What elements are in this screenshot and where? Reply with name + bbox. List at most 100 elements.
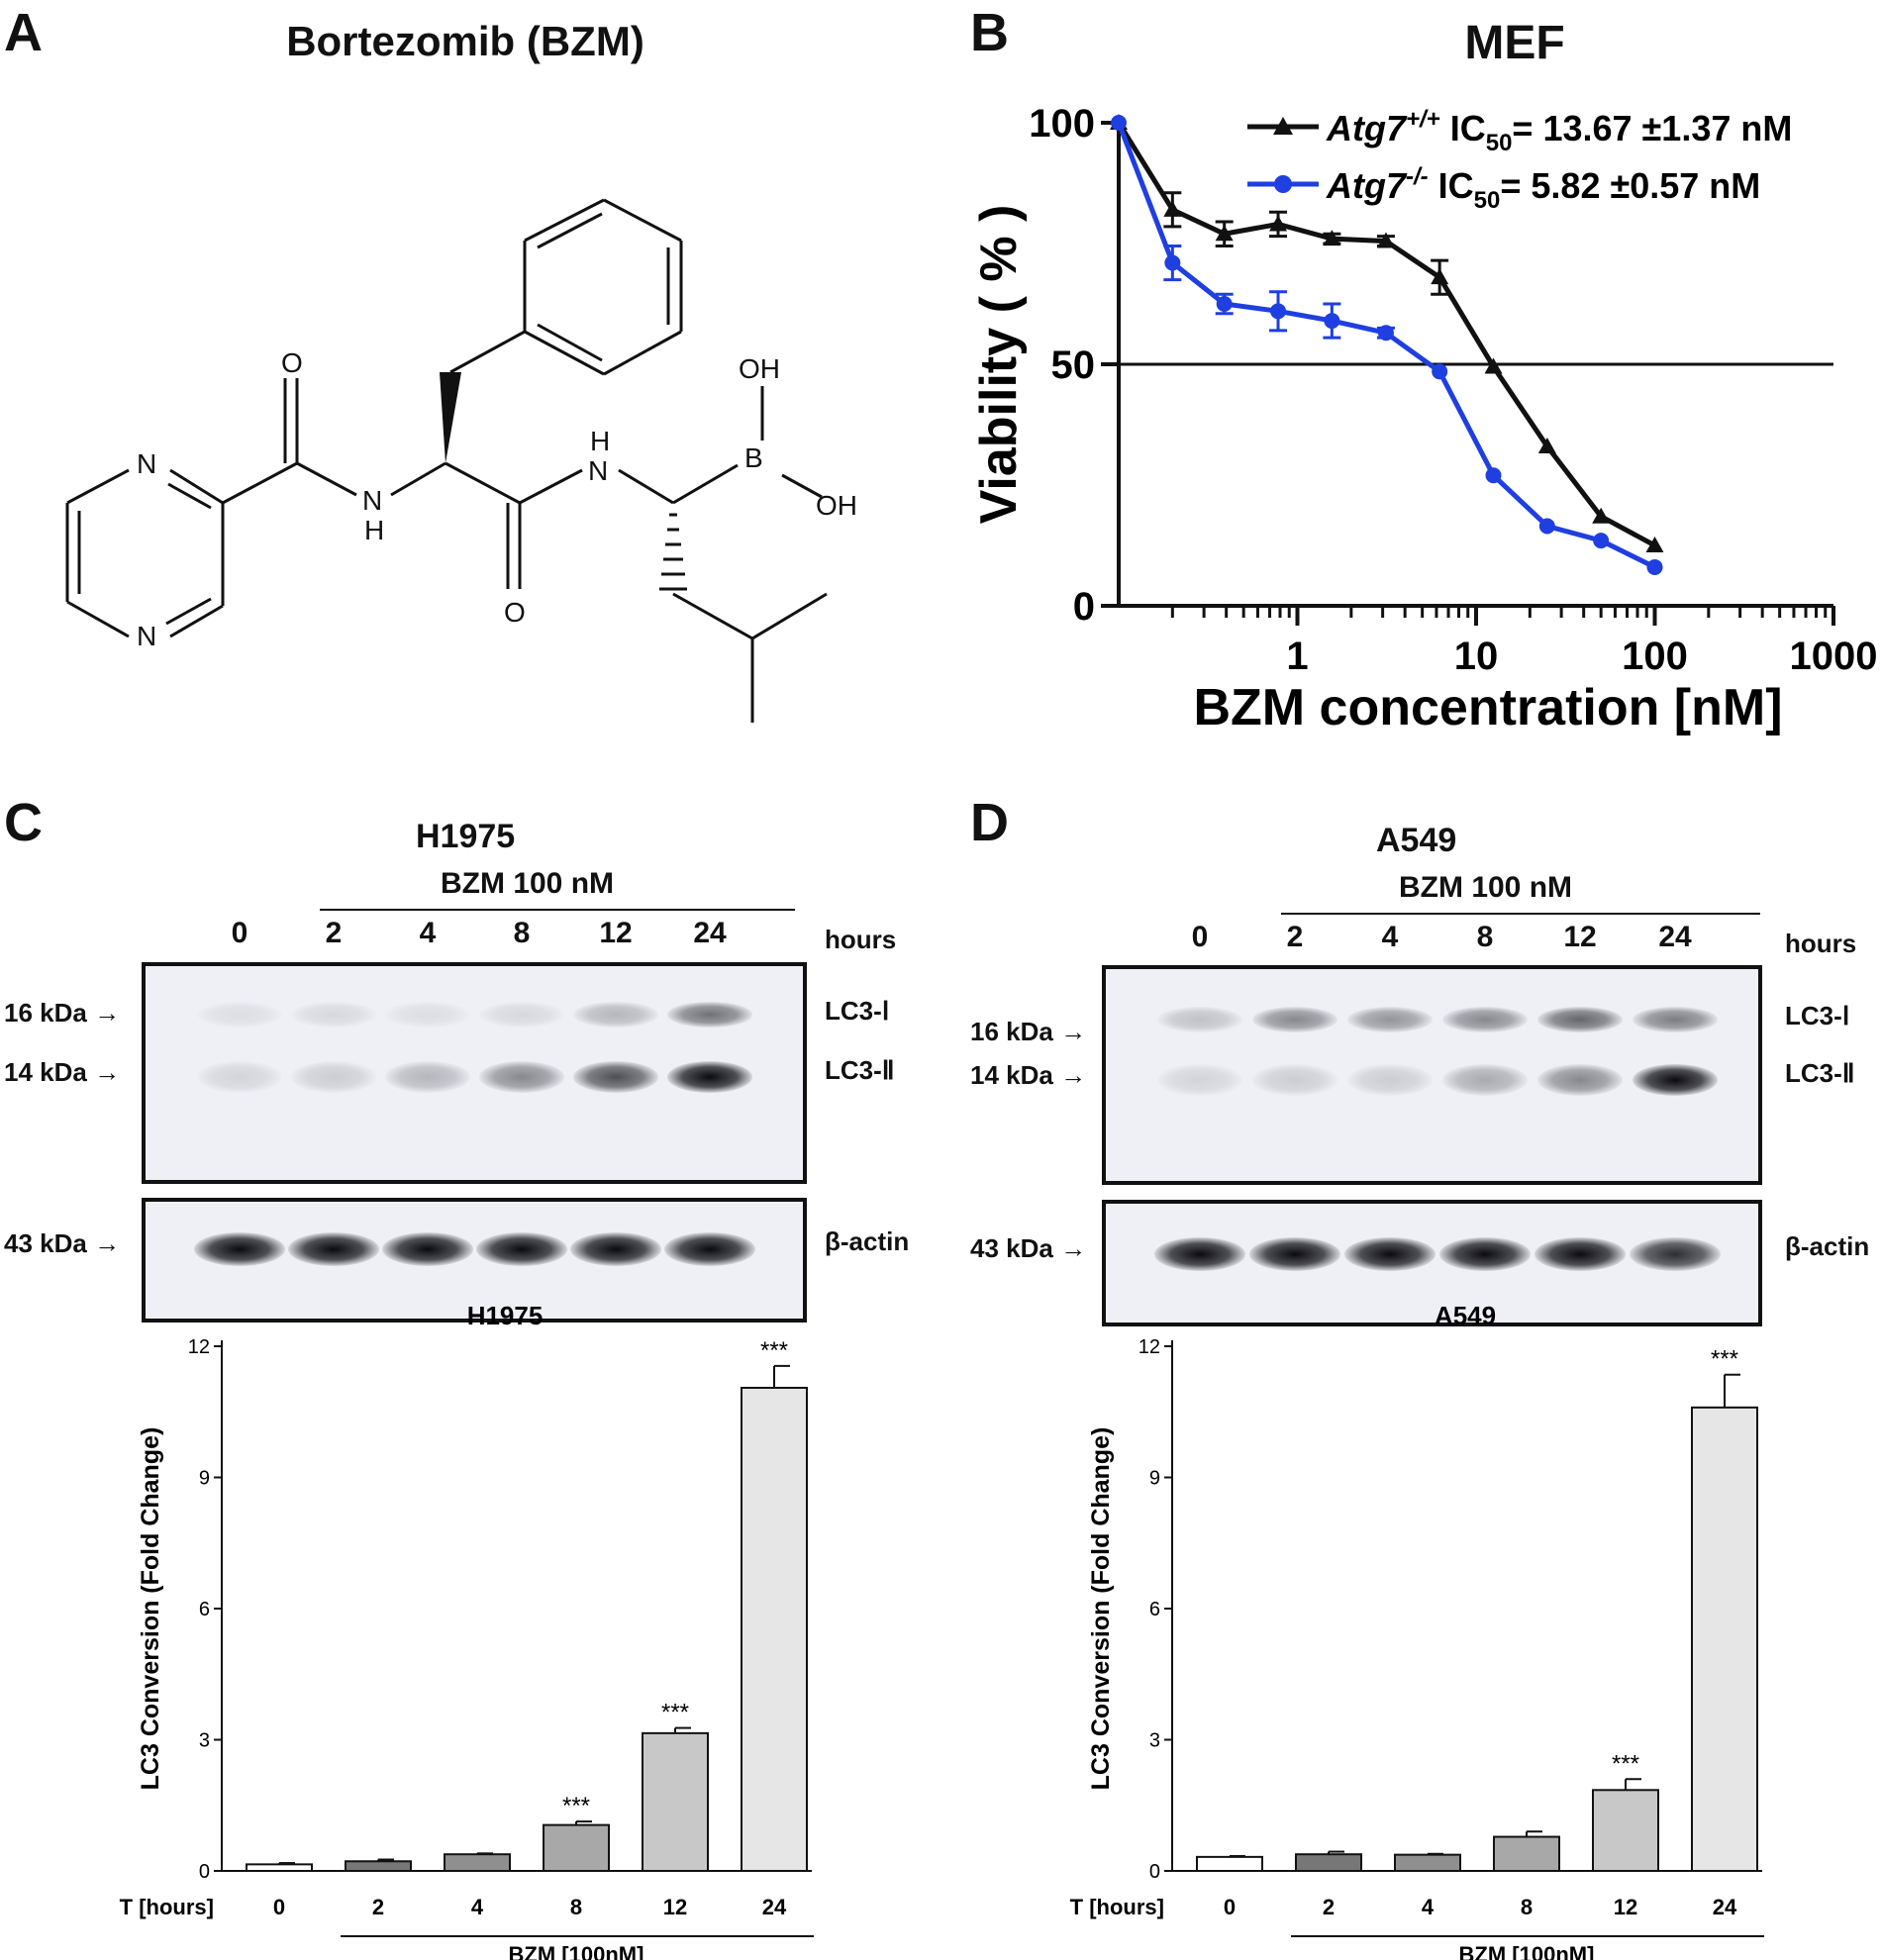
band-label: LC3-Ⅰ (825, 996, 890, 1026)
x-tick-label: 12 (663, 1895, 687, 1919)
bar (444, 1853, 511, 1873)
atom-o1: O (281, 347, 303, 378)
data-point-triangle (1269, 215, 1288, 232)
panel-c-letter: C (4, 793, 43, 852)
lane-label: 0 (231, 917, 248, 949)
atom-n1: N (137, 448, 156, 479)
y-axis-label: Viability ( % ) (970, 205, 1028, 525)
lc3-i-band (1252, 1007, 1337, 1032)
legend-label: Atg7+/+ IC50= 13.67 ±1.37 nM (1326, 106, 1792, 156)
y-tick-label: 3 (1149, 1730, 1160, 1752)
lc3-i-band (1442, 1007, 1528, 1032)
data-point-triangle (1376, 232, 1395, 248)
significance-mark: *** (1612, 1750, 1639, 1777)
lc3-i-band (291, 1002, 376, 1028)
beta-actin-band (1534, 1237, 1626, 1271)
data-point-circle (1377, 325, 1394, 342)
band-label: β-actin (1785, 1231, 1870, 1261)
western-blot-a549: A549 BZM 100 nM 0 2 4 8 12 24 hours 16 kDa → 14 kD… (950, 812, 1881, 1326)
legend-marker (1273, 117, 1293, 135)
x-tick-label: 12 (1614, 1895, 1637, 1919)
x-tick-label: 2 (372, 1895, 384, 1919)
beta-actin-band (1630, 1237, 1721, 1271)
x-tick-label: 8 (570, 1895, 582, 1919)
lc3-i-band (385, 1002, 470, 1028)
lc3-ii-band (479, 1061, 564, 1093)
band-label: LC3-Ⅱ (825, 1055, 895, 1085)
atom-o2: O (504, 597, 526, 628)
panel-b-letter: B (970, 3, 1009, 62)
data-point-triangle (1645, 537, 1664, 552)
lc3-i-band (1633, 1007, 1718, 1032)
lc3-ii-band (667, 1061, 752, 1093)
kda-marker-label: 14 kDa → (970, 1060, 1087, 1090)
x-tick-label: 10 (1454, 635, 1499, 678)
x-tick-label: 1000 (1790, 635, 1878, 678)
y-axis-label: LC3 Conversion (Fold Change) (137, 1427, 164, 1791)
atom-nh1-n: N (362, 485, 382, 516)
lc3-ii-band (385, 1061, 470, 1093)
panel-a-title: Bortezomib (BZM) (286, 18, 644, 64)
western-blot-h1975: H1975 BZM 100 nM 0 2 4 8 12 24 hours 16 kDa → 14 k… (0, 812, 931, 1323)
data-point-circle (1164, 254, 1181, 271)
x-axis-label: T [hours] (1070, 1895, 1164, 1919)
bar (642, 1731, 709, 1872)
bar (1394, 1853, 1461, 1872)
lc3-ii-band (197, 1061, 282, 1093)
beta-actin-band (288, 1232, 379, 1266)
data-point-circle (1538, 518, 1555, 535)
lane-label: 2 (1286, 921, 1304, 953)
bar (246, 1863, 313, 1872)
x-tick-label: 1 (1286, 635, 1308, 678)
beta-actin-band (570, 1232, 661, 1266)
data-point-triangle (1537, 437, 1556, 453)
x-tick-label: 2 (1323, 1895, 1335, 1919)
band-label: LC3-Ⅱ (1785, 1058, 1855, 1088)
treatment-label: BZM 100 nM (441, 867, 615, 900)
chart-title: A549 (1435, 1301, 1496, 1330)
lc3-ii-band (1157, 1064, 1242, 1096)
lc3-i-band (573, 1002, 658, 1028)
y-tick-label: 9 (1149, 1468, 1160, 1490)
beta-actin-band (664, 1232, 755, 1266)
bar (741, 1386, 808, 1872)
data-point-triangle (1431, 268, 1449, 285)
y-tick-label: 12 (1138, 1336, 1160, 1358)
lane-label: 0 (1191, 921, 1209, 953)
y-tick-label: 100 (1029, 102, 1095, 146)
y-tick-label: 0 (199, 1861, 210, 1883)
bar-chart-h1975: H1975 0 3 6 9 12 LC3 Conversion (Fold Change) 0… (120, 1301, 814, 1960)
kda-marker-label: 16 kDa → (4, 998, 121, 1028)
x-axis-label: BZM concentration [nM] (1193, 679, 1782, 736)
lane-label: 12 (599, 917, 633, 949)
bortezomib-structure: N N O O N H N H B OH OH (65, 198, 857, 723)
lc3-ii-band (573, 1061, 658, 1093)
beta-actin-band (194, 1232, 285, 1266)
x-tick-label: 8 (1521, 1895, 1533, 1919)
lane-label: 12 (1563, 921, 1597, 953)
data-point-triangle (1592, 507, 1611, 524)
lc3-ii-band (1252, 1064, 1337, 1096)
cell-line-title: H1975 (416, 818, 516, 855)
x-tick-label: 24 (1713, 1895, 1737, 1919)
y-tick-label: 6 (199, 1599, 210, 1620)
bar-chart-a549: A549 0 3 6 9 12 LC3 Conversion (Fold Change) 0 2… (1070, 1301, 1764, 1960)
data-point-circle (1646, 558, 1663, 575)
legend-label: Atg7-/- IC50= 5.82 ±0.57 nM (1326, 163, 1760, 214)
data-point-circle (1216, 296, 1233, 312)
hours-label: hours (825, 925, 897, 954)
y-tick-label: 6 (1149, 1599, 1160, 1620)
lane-label: 2 (325, 917, 343, 949)
beta-actin-band (382, 1232, 473, 1266)
beta-actin-band (1249, 1237, 1340, 1271)
atom-n2: N (137, 621, 156, 651)
lc3-ii-band (1442, 1064, 1528, 1096)
x-tick-label: 4 (471, 1895, 484, 1919)
atom-nh1-h: H (364, 515, 384, 545)
data-point-circle (1111, 115, 1127, 131)
cell-line-title: A549 (1376, 822, 1457, 859)
lc3-i-band (667, 1002, 752, 1028)
lane-label: 24 (693, 917, 727, 949)
bar (1493, 1835, 1560, 1872)
data-point-triangle (1163, 200, 1182, 217)
